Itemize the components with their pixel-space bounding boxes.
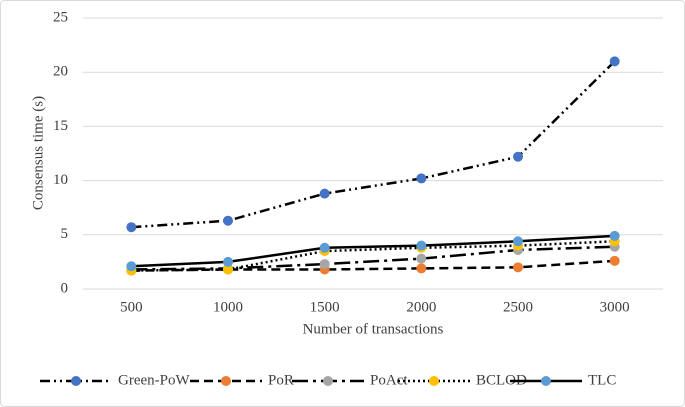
data-point (609, 56, 620, 67)
data-point (513, 236, 523, 247)
data-point (416, 253, 427, 264)
data-point (416, 263, 427, 274)
data-point (223, 256, 233, 267)
legend-label: Green-PoW (118, 372, 190, 388)
legend-marker (221, 376, 231, 386)
legend-label: PoR (268, 372, 294, 388)
y-tick-label: 15 (53, 118, 68, 134)
x-tick-label: 2500 (503, 299, 533, 315)
x-tick-label: 500 (120, 299, 143, 315)
data-point (223, 264, 233, 275)
legend-label: BCLOD (476, 372, 527, 388)
x-tick-label: 2000 (406, 299, 436, 315)
y-tick-label: 0 (61, 280, 69, 296)
data-point (319, 188, 330, 199)
data-point (319, 259, 330, 270)
y-axis-title: Consensus time (s) (30, 96, 46, 210)
data-point (416, 240, 427, 251)
y-tick-label: 5 (61, 226, 69, 242)
series-line (131, 240, 615, 272)
x-tick-label: 1000 (213, 299, 243, 315)
legend-marker (541, 376, 551, 386)
y-tick-label: 20 (53, 64, 68, 80)
y-tick-label: 25 (53, 9, 68, 25)
data-point (126, 222, 137, 233)
data-point (609, 230, 620, 241)
series-line (131, 259, 615, 272)
data-point (513, 151, 523, 162)
series-line (131, 234, 615, 268)
series-line (131, 60, 616, 229)
legend-marker (429, 376, 439, 386)
legend-marker (323, 376, 333, 386)
x-tick-label: 3000 (600, 299, 630, 315)
x-tick-label: 1500 (310, 299, 340, 315)
data-point (513, 262, 523, 273)
data-point (609, 255, 620, 266)
data-point (319, 242, 330, 253)
y-tick-label: 10 (53, 172, 68, 188)
legend-label: TLC (588, 372, 616, 388)
data-point (223, 215, 233, 226)
x-axis-title: Number of transactions (303, 321, 444, 337)
legend-label: PoAct (370, 372, 408, 388)
data-point (416, 173, 427, 184)
data-point (126, 261, 137, 272)
legend-marker (71, 376, 81, 386)
